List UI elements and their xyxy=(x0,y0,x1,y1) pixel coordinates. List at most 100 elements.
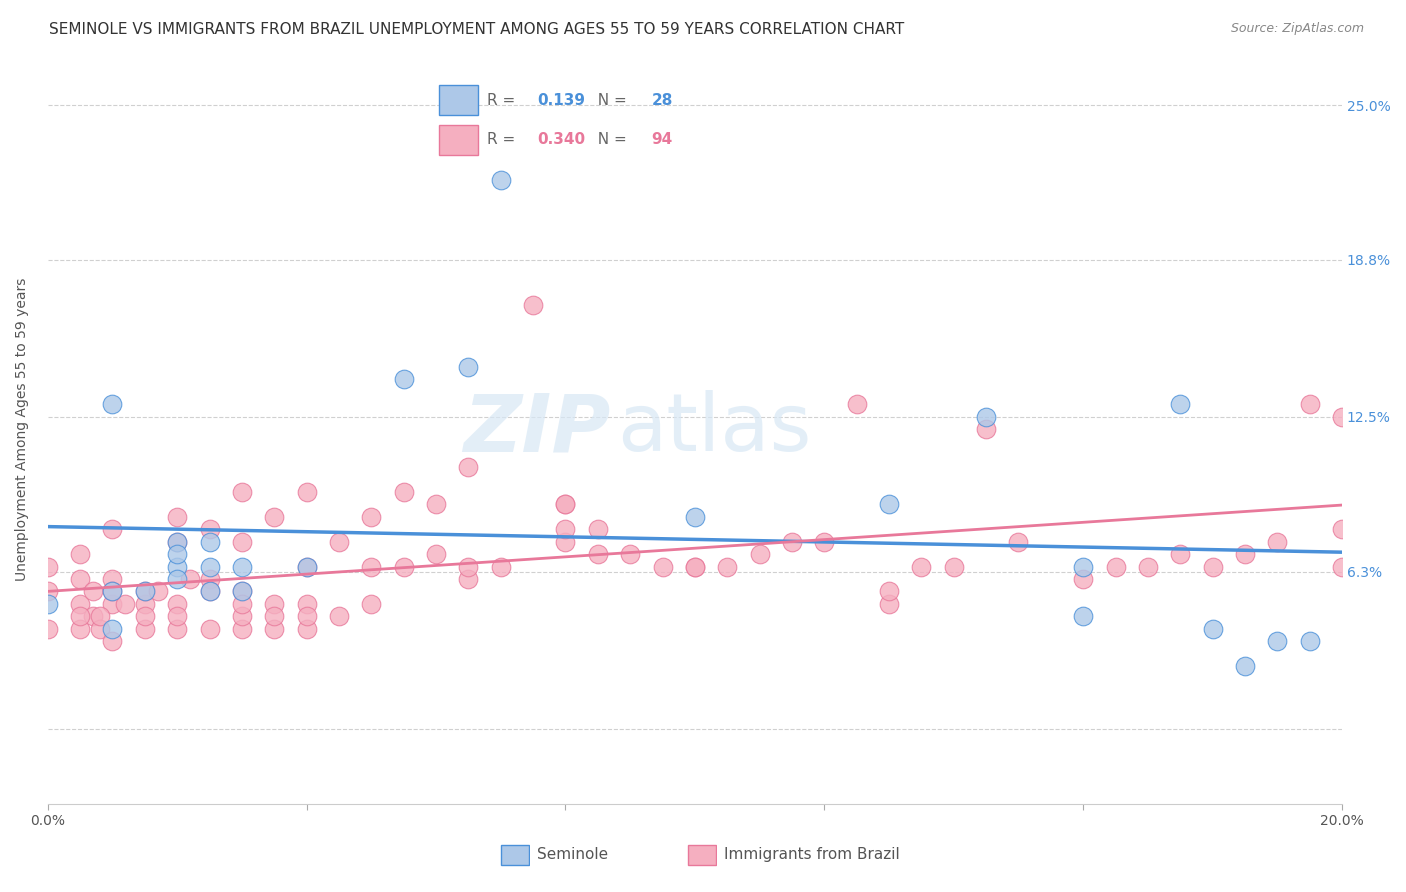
Point xyxy=(813,534,835,549)
Point xyxy=(1201,622,1223,636)
Point xyxy=(489,173,512,187)
Point xyxy=(101,584,124,599)
Point xyxy=(554,497,576,511)
Point xyxy=(69,572,91,586)
Point xyxy=(231,622,253,636)
Point xyxy=(101,572,124,586)
Point xyxy=(1265,634,1288,648)
Point xyxy=(134,609,156,624)
Point xyxy=(231,597,253,611)
Point xyxy=(166,622,188,636)
Point xyxy=(1330,522,1353,536)
Point xyxy=(166,547,188,561)
Point xyxy=(134,597,156,611)
Point xyxy=(69,622,91,636)
Point xyxy=(392,484,415,499)
Point xyxy=(1168,397,1191,411)
Point xyxy=(586,547,609,561)
Point xyxy=(69,547,91,561)
Point xyxy=(425,497,447,511)
Point xyxy=(37,559,59,574)
Point xyxy=(198,622,221,636)
Point xyxy=(1104,559,1126,574)
Point xyxy=(1330,409,1353,424)
Point xyxy=(101,397,124,411)
Point xyxy=(748,547,770,561)
Point xyxy=(166,509,188,524)
Point xyxy=(1071,559,1094,574)
Point xyxy=(974,422,997,436)
Point xyxy=(457,459,479,474)
Point xyxy=(198,572,221,586)
Point xyxy=(231,609,253,624)
Point xyxy=(295,559,318,574)
Point xyxy=(1071,572,1094,586)
Point xyxy=(166,559,188,574)
Point xyxy=(392,559,415,574)
Point xyxy=(166,597,188,611)
Point xyxy=(231,584,253,599)
Point xyxy=(231,534,253,549)
Point xyxy=(198,522,221,536)
Point xyxy=(683,559,706,574)
Point xyxy=(328,609,350,624)
Point xyxy=(845,397,868,411)
Point xyxy=(683,559,706,574)
Point xyxy=(166,534,188,549)
Point xyxy=(457,572,479,586)
Text: Seminole: Seminole xyxy=(537,847,609,862)
Point xyxy=(166,534,188,549)
Point xyxy=(328,534,350,549)
Text: ZIP: ZIP xyxy=(464,391,610,468)
Y-axis label: Unemployment Among Ages 55 to 59 years: Unemployment Among Ages 55 to 59 years xyxy=(15,277,30,581)
Point xyxy=(263,597,285,611)
Point xyxy=(877,597,900,611)
Point xyxy=(1265,534,1288,549)
Point xyxy=(780,534,803,549)
Point xyxy=(554,522,576,536)
Point xyxy=(1136,559,1159,574)
Point xyxy=(360,597,382,611)
Point xyxy=(1071,609,1094,624)
Point xyxy=(1330,559,1353,574)
Point xyxy=(877,497,900,511)
Point xyxy=(425,547,447,561)
Point xyxy=(101,584,124,599)
Point xyxy=(198,559,221,574)
Point xyxy=(101,634,124,648)
Point xyxy=(166,572,188,586)
Point xyxy=(1201,559,1223,574)
Point xyxy=(146,584,169,599)
Point xyxy=(360,509,382,524)
Point xyxy=(1298,634,1320,648)
Point xyxy=(586,522,609,536)
Point xyxy=(134,584,156,599)
Point xyxy=(522,297,544,311)
Point xyxy=(683,509,706,524)
Point xyxy=(82,609,104,624)
Text: atlas: atlas xyxy=(617,391,811,468)
Point xyxy=(82,584,104,599)
Point xyxy=(231,559,253,574)
Point xyxy=(166,609,188,624)
Text: Source: ZipAtlas.com: Source: ZipAtlas.com xyxy=(1230,22,1364,36)
Text: Immigrants from Brazil: Immigrants from Brazil xyxy=(724,847,900,862)
Point xyxy=(114,597,136,611)
Point xyxy=(101,622,124,636)
Point xyxy=(134,584,156,599)
Point xyxy=(101,522,124,536)
Point xyxy=(263,509,285,524)
Point xyxy=(198,584,221,599)
Point xyxy=(295,622,318,636)
Point xyxy=(716,559,738,574)
Point xyxy=(457,359,479,374)
Point xyxy=(101,597,124,611)
FancyBboxPatch shape xyxy=(688,845,716,864)
Point xyxy=(295,597,318,611)
Point xyxy=(134,622,156,636)
Point xyxy=(457,559,479,574)
Point xyxy=(1007,534,1029,549)
Point xyxy=(37,584,59,599)
Point xyxy=(1233,659,1256,673)
Point xyxy=(974,409,997,424)
